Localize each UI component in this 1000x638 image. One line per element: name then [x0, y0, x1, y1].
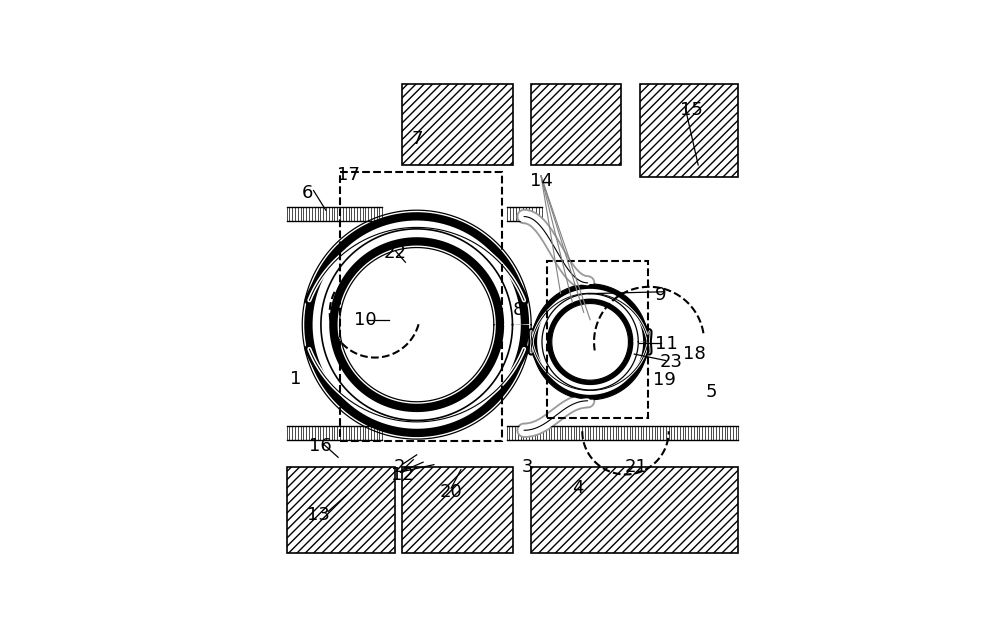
Text: 14: 14: [530, 172, 553, 189]
Text: 21: 21: [625, 458, 647, 476]
Text: 12: 12: [391, 466, 414, 484]
Text: 6: 6: [302, 184, 314, 202]
Text: 7: 7: [412, 130, 423, 149]
Text: 17: 17: [337, 166, 360, 184]
Bar: [287, 467, 395, 553]
Text: 2: 2: [394, 458, 405, 476]
Text: 8: 8: [512, 301, 524, 319]
Bar: [402, 467, 512, 553]
Bar: [531, 467, 738, 553]
Bar: [507, 207, 542, 221]
Text: 9: 9: [655, 286, 666, 304]
Text: 16: 16: [309, 437, 331, 455]
Bar: [640, 84, 738, 177]
Bar: [287, 426, 382, 440]
Text: 5: 5: [705, 383, 717, 401]
Text: 23: 23: [660, 353, 683, 371]
Text: 22: 22: [384, 244, 407, 262]
Text: 20: 20: [440, 483, 463, 501]
Text: 13: 13: [307, 506, 330, 524]
Bar: [402, 84, 512, 165]
Text: 19: 19: [653, 371, 675, 389]
Text: 11: 11: [655, 336, 678, 353]
Text: 1: 1: [290, 369, 302, 388]
Text: 15: 15: [680, 101, 702, 119]
Text: 18: 18: [683, 345, 706, 363]
Bar: [340, 172, 502, 441]
Text: 3: 3: [521, 458, 533, 476]
Bar: [531, 84, 621, 165]
Text: 10: 10: [354, 311, 377, 329]
Text: 4: 4: [572, 479, 584, 497]
Bar: [507, 426, 738, 440]
Bar: [547, 261, 648, 418]
Bar: [287, 207, 382, 221]
